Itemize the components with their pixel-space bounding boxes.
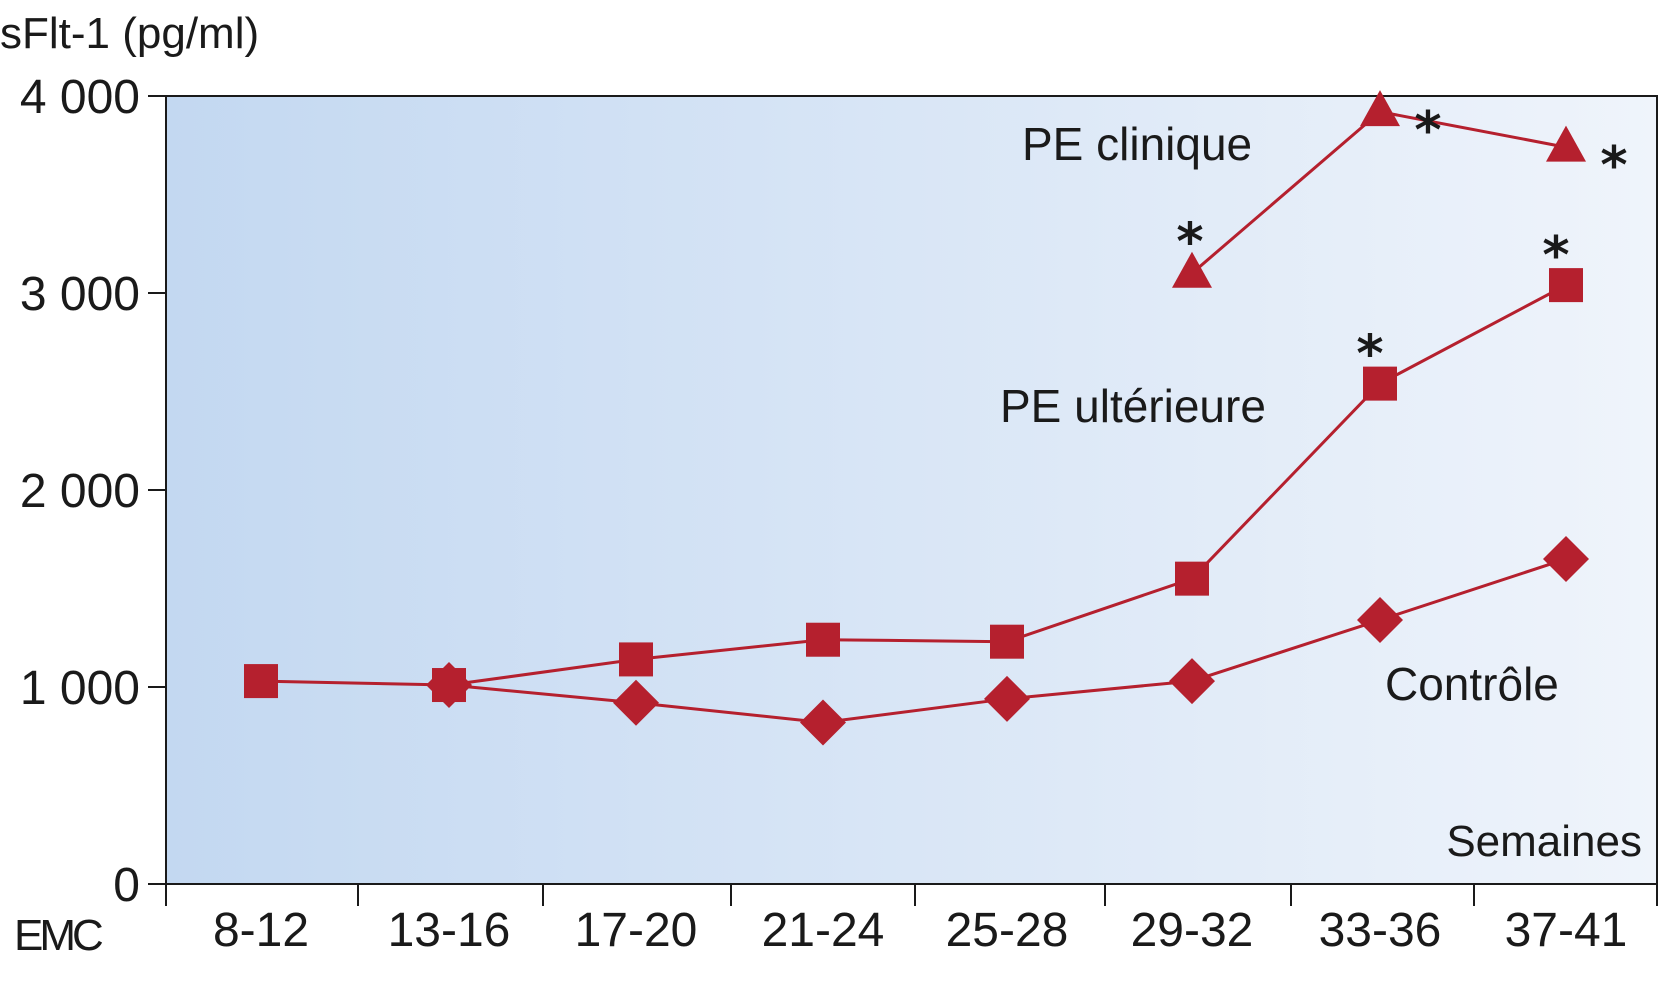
y-tick-label: 2 000	[20, 465, 140, 518]
data-point-diamond	[984, 675, 1030, 722]
data-point-diamond	[613, 679, 659, 726]
data-point-diamond	[1169, 658, 1215, 705]
series-label-controle: Contrôle	[1385, 658, 1559, 710]
data-point-diamond	[1357, 597, 1403, 644]
x-tick-label: 8-12	[213, 904, 309, 957]
data-point-square	[990, 624, 1024, 659]
significance-star: *	[1542, 226, 1569, 286]
emc-logo: EMC	[14, 911, 103, 960]
x-tick-label: 29-32	[1131, 904, 1254, 957]
y-tick-label: 4 000	[20, 71, 140, 124]
y-tick-label: 1 000	[20, 662, 140, 715]
x-axis-title: Semaines	[1446, 817, 1642, 866]
axes: 0 1 000 2 000 3 000 4 000 8-12 13-16 17-20 21-24…	[20, 71, 1658, 957]
data-point-square	[1175, 561, 1209, 596]
series-line	[260, 283, 1567, 687]
data-point-square	[1363, 366, 1397, 401]
data-point-triangle	[1360, 90, 1400, 127]
data-point-diamond	[800, 699, 846, 746]
data-point-square	[1549, 268, 1583, 303]
plot-area	[165, 95, 1658, 885]
data-point-square	[806, 622, 840, 657]
y-tick-label: 0	[113, 859, 140, 912]
x-tick-label: 37-41	[1505, 904, 1628, 957]
significance-star: *	[1356, 325, 1383, 385]
data-point-square	[619, 642, 653, 677]
x-tick-label: 33-36	[1319, 904, 1442, 957]
data-point-diamond	[1543, 535, 1589, 582]
x-tick-label: 21-24	[762, 904, 885, 957]
data-point-diamond	[426, 662, 472, 709]
y-tick-label: 3 000	[20, 268, 140, 321]
x-tick-label: 13-16	[388, 904, 511, 957]
series-label-pe-clinique: PE clinique	[1022, 118, 1252, 170]
significance-markers: * * * * *	[1176, 101, 1627, 385]
data-point-triangle	[1546, 125, 1586, 162]
series-label-pe-ulterieure: PE ultérieure	[1000, 380, 1266, 432]
y-axis-title: sFlt-1 (pg/ml)	[0, 9, 259, 58]
x-tick-label: 25-28	[946, 904, 1069, 957]
data-point-triangle	[1172, 251, 1212, 288]
significance-star: *	[1176, 212, 1203, 272]
data-point-square	[244, 664, 278, 699]
series-markers	[244, 90, 1589, 746]
significance-star: *	[1600, 136, 1627, 196]
x-tick-label: 17-20	[575, 904, 698, 957]
significance-star: *	[1414, 101, 1441, 161]
